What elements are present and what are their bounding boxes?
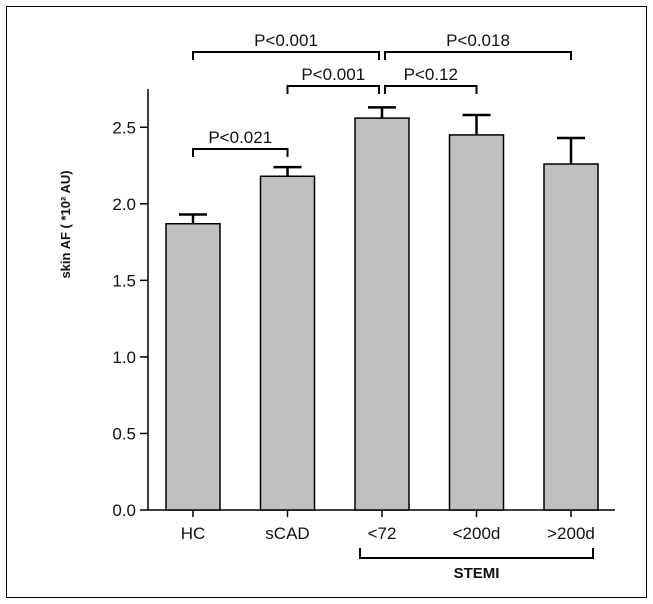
significance-label: P<0.018 [446,31,510,50]
significance-bracket [286,85,380,94]
significance-label: P<0.001 [254,31,318,50]
x-tick-label: sCAD [265,524,309,543]
y-tick-label: 0.5 [112,424,136,443]
y-tick-label: 2.0 [112,195,136,214]
y-tick-label: 0.0 [112,501,136,520]
significance-bracket [384,51,572,60]
y-tick-label: 2.5 [112,118,136,137]
group-label: STEMI [454,565,500,582]
y-tick-label: 1.5 [112,271,136,290]
significance-brackets: P<0.021 P<0.001 P<0.12 P<0.001 P<0.018 [192,31,572,157]
bar [165,222,221,511]
group-bracket-line [359,548,594,559]
chart-frame [6,6,647,598]
axes: 0.0 0.5 1.0 1.5 2.0 2.5 HC sCAD <72 <200d >200d [112,89,615,543]
x-tick-label: <200d [453,524,501,543]
x-tick-label: >200d [547,524,595,543]
bar [354,117,410,511]
bar [448,134,505,511]
bar [543,163,599,511]
significance-label: P<0.001 [301,65,365,84]
bars [165,117,599,511]
y-tick-label: 1.0 [112,348,136,367]
significance-bracket [192,148,289,157]
significance-bracket [192,51,380,60]
x-tick-label: HC [181,524,206,543]
bar [259,175,316,511]
x-tick-label: <72 [368,524,397,543]
significance-label: P<0.12 [404,65,458,84]
significance-label: P<0.021 [208,128,272,147]
significance-bracket [384,85,478,94]
group-bracket: STEMI [359,548,594,582]
y-axis-label: skin AF ( *10² AU) [58,170,73,278]
error-bars [179,106,585,224]
